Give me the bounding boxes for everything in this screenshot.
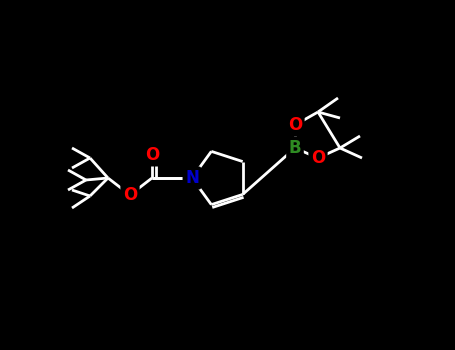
Text: O: O <box>145 146 159 164</box>
Text: O: O <box>288 116 302 134</box>
Text: N: N <box>185 169 199 187</box>
Text: O: O <box>123 186 137 204</box>
Text: O: O <box>311 149 325 167</box>
Text: B: B <box>288 139 301 157</box>
